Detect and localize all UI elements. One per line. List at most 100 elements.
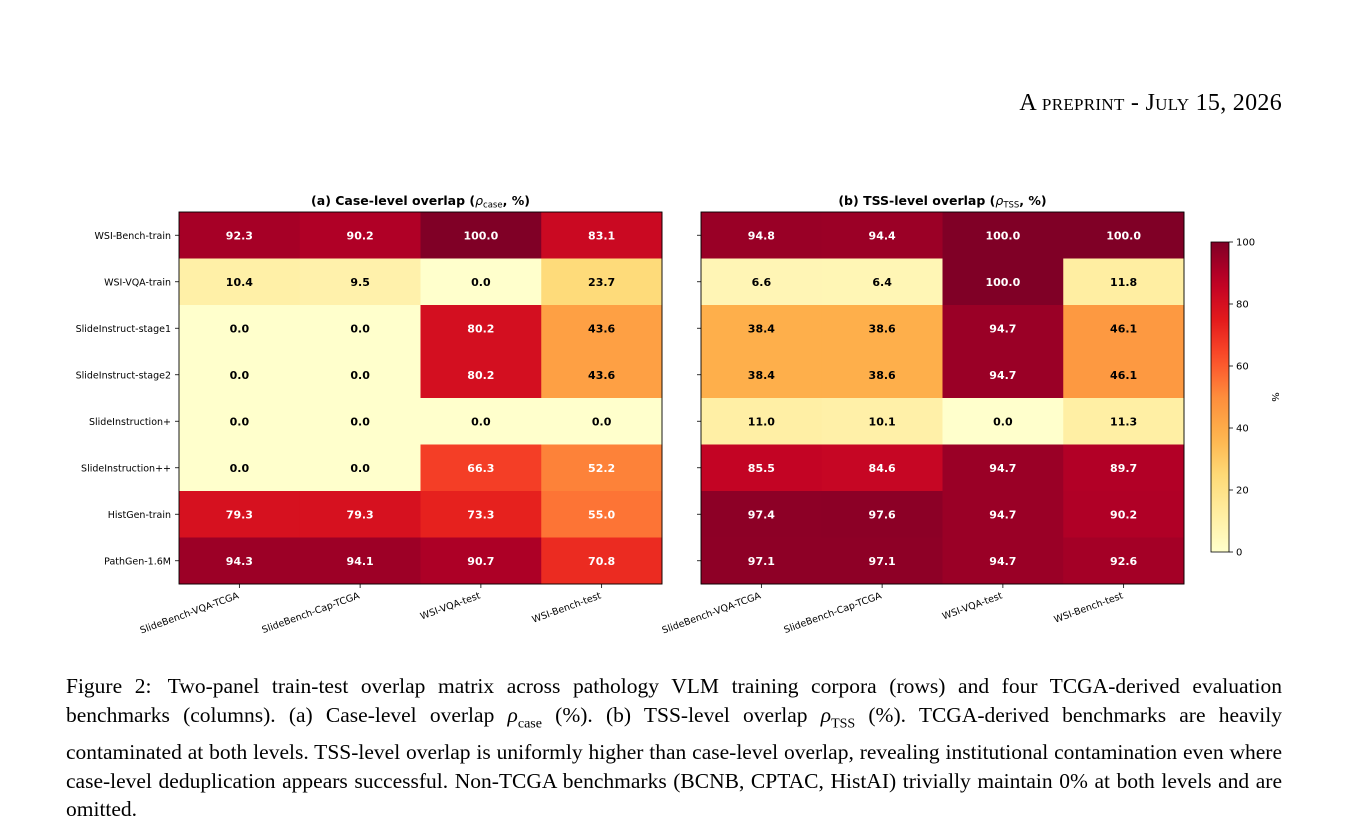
heatmap-cell	[299, 398, 421, 445]
heatmap-cell	[1063, 212, 1185, 259]
cell-value-label: 90.2	[347, 229, 374, 242]
heatmap-cell	[541, 491, 663, 538]
panel-title-main: (a) Case-level overlap (	[311, 193, 475, 208]
panel-title-subscript: case	[483, 201, 503, 211]
column-label: WSI-VQA-test	[419, 590, 482, 622]
heatmap-cell	[299, 351, 421, 399]
row-label: WSI-Bench-train	[95, 231, 171, 242]
panel-title-main: (b) TSS-level overlap (	[838, 193, 995, 208]
cell-value-label: 43.6	[588, 322, 615, 335]
caption-sub-case: case	[517, 715, 542, 731]
cell-value-label: 0.0	[230, 369, 250, 382]
cell-value-label: 0.0	[230, 462, 250, 475]
cell-value-label: 94.7	[989, 555, 1016, 568]
heatmap-cell	[821, 491, 943, 538]
heatmap-cell	[942, 398, 1064, 445]
heatmap-cell	[942, 212, 1064, 259]
heatmap-cell	[942, 537, 1064, 585]
cell-value-label: 85.5	[748, 462, 775, 475]
row-label: SlideInstruct-stage1	[76, 324, 171, 335]
cell-value-label: 79.3	[226, 508, 253, 521]
column-label: WSI-Bench-test	[1053, 590, 1125, 625]
heatmap-cell	[541, 351, 663, 399]
heatmap-cell	[420, 444, 542, 492]
cell-value-label: 38.4	[748, 369, 775, 382]
cell-value-label: 11.8	[1110, 276, 1137, 289]
running-header: A preprint - July 15, 2026	[1019, 90, 1282, 116]
cell-value-label: 92.6	[1110, 555, 1137, 568]
heatmap-cell	[179, 258, 301, 306]
cell-value-label: 97.1	[869, 555, 896, 568]
cell-value-label: 80.2	[467, 322, 494, 335]
heatmap-cell	[701, 444, 823, 492]
heatmap-cell	[420, 351, 542, 399]
column-label: WSI-VQA-test	[941, 590, 1004, 622]
cell-value-label: 11.3	[1110, 415, 1137, 428]
cell-value-label: 92.3	[226, 229, 253, 242]
row-label: SlideInstruction+	[89, 417, 171, 428]
heatmap-cell	[942, 351, 1064, 399]
cell-value-label: 94.1	[347, 555, 374, 568]
heatmap-cell	[179, 212, 301, 259]
heatmap-cell	[179, 305, 301, 352]
heatmap-cell	[179, 491, 301, 538]
cell-value-label: 89.7	[1110, 462, 1137, 475]
heatmap-cell	[299, 212, 421, 259]
cell-value-label: 0.0	[592, 415, 612, 428]
cell-value-label: 97.4	[748, 508, 775, 521]
heatmap-cell	[420, 305, 542, 352]
cell-value-label: 94.4	[869, 229, 896, 242]
cell-value-label: 94.7	[989, 462, 1016, 475]
heatmap-cell	[541, 444, 663, 492]
cell-value-label: 10.4	[226, 276, 253, 289]
cell-value-label: 66.3	[467, 462, 494, 475]
colorbar	[1210, 241, 1230, 553]
cell-value-label: 94.8	[748, 229, 775, 242]
cell-value-label: 100.0	[985, 229, 1020, 242]
panel-title: (b) TSS-level overlap (ρTSS, %)	[838, 193, 1046, 211]
heatmap-cell	[299, 537, 421, 585]
heatmap-cell	[701, 305, 823, 352]
cell-value-label: 90.2	[1110, 508, 1137, 521]
panel-title-end: , %)	[503, 193, 530, 208]
heatmap-cell	[299, 305, 421, 352]
cell-value-label: 0.0	[471, 276, 491, 289]
cell-value-label: 79.3	[347, 508, 374, 521]
caption-rho-tss: ρ	[820, 702, 832, 727]
row-label: PathGen-1.6M	[104, 556, 171, 567]
heatmap-cell	[420, 258, 542, 306]
caption-zero-percent: 0%	[1059, 768, 1088, 793]
cell-value-label: 52.2	[588, 462, 615, 475]
heatmap-cell	[420, 537, 542, 585]
heatmap-cell	[821, 398, 943, 445]
figure-caption: Figure 2: Two-panel train-test overlap m…	[66, 672, 1282, 824]
heatmap-cell	[179, 398, 301, 445]
cell-value-label: 83.1	[588, 229, 615, 242]
panel-title-symbol: ρ	[995, 193, 1003, 208]
cell-value-label: 97.6	[869, 508, 896, 521]
cell-value-label: 0.0	[350, 322, 370, 335]
cell-value-label: 94.7	[989, 322, 1016, 335]
heatmap-cell	[821, 537, 943, 585]
cell-value-label: 46.1	[1110, 322, 1137, 335]
colorbar-tick-label: 80	[1236, 300, 1249, 311]
heatmap-cell	[179, 444, 301, 492]
cell-value-label: 38.6	[869, 369, 896, 382]
heatmap-cell	[701, 212, 823, 259]
cell-value-label: 84.6	[869, 462, 896, 475]
cell-value-label: 10.1	[869, 415, 896, 428]
column-label: SlideBench-VQA-TCGA	[661, 590, 763, 636]
cell-value-label: 0.0	[230, 322, 250, 335]
colorbar-tick-label: 0	[1236, 548, 1242, 559]
heatmap-cell	[821, 305, 943, 352]
heatmap-cell	[299, 258, 421, 306]
colorbar-tick-label: 40	[1236, 424, 1249, 435]
cell-value-label: 23.7	[588, 276, 615, 289]
heatmap-cell	[1063, 305, 1185, 352]
cell-value-label: 100.0	[985, 276, 1020, 289]
caption-text-4: at both levels and are omitted.	[66, 768, 1282, 822]
panel-title-symbol: ρ	[475, 193, 483, 208]
heatmap-cell	[821, 212, 943, 259]
heatmap-cell	[299, 444, 421, 492]
heatmap-cell	[541, 212, 663, 259]
